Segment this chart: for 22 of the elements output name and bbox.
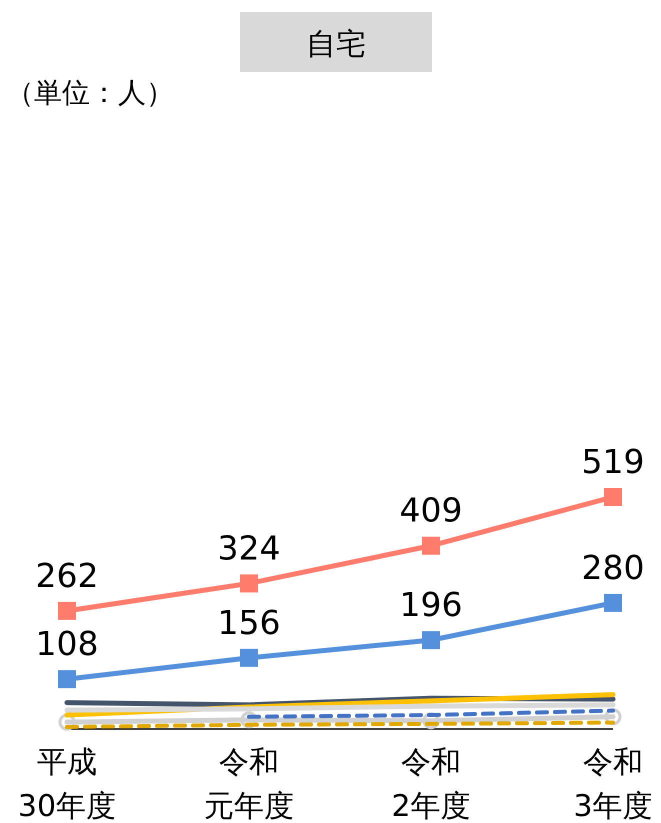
point (422, 631, 440, 650)
data-label: 196 (400, 585, 462, 624)
data-label: 108 (36, 624, 98, 664)
data-label: 262 (36, 556, 98, 595)
point (58, 602, 76, 620)
text: （単位：人） (6, 76, 174, 109)
point (604, 488, 622, 506)
point (422, 536, 440, 555)
point (240, 574, 258, 592)
data-label: 324 (218, 528, 280, 568)
x-tick-label: 令和元年度 (204, 745, 294, 823)
data-label: 156 (218, 602, 280, 642)
point (240, 648, 258, 667)
x-tick-label: 平成30年度 (18, 745, 116, 823)
x-tick-label: 令和2年度 (391, 745, 471, 823)
x-tick-label: 令和3年度 (573, 745, 653, 823)
data-label: 519 (582, 442, 644, 481)
chart-title: 自宅 (306, 27, 366, 62)
data-label: 280 (582, 548, 644, 587)
point (58, 670, 76, 688)
point (604, 594, 622, 612)
data-label: 409 (400, 490, 462, 530)
